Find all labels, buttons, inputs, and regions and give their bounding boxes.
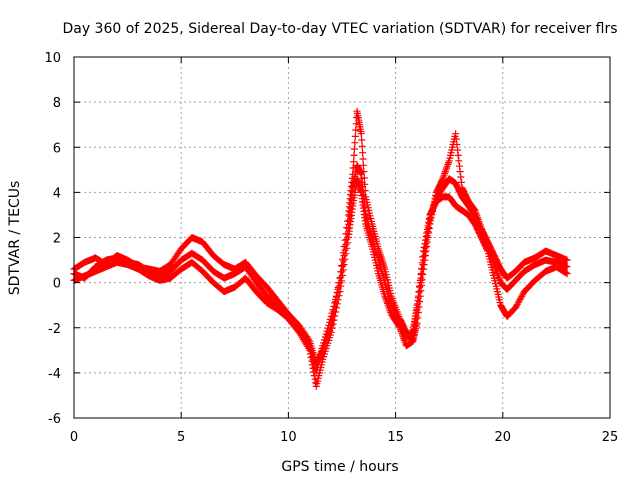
y-tick-label: 8 <box>53 96 61 111</box>
x-tick-label: 20 <box>495 430 512 445</box>
y-tick-label: -2 <box>48 322 61 337</box>
x-tick-label: 10 <box>280 430 297 445</box>
x-tick-label: 25 <box>602 430 619 445</box>
x-axis-title: GPS time / hours <box>281 459 398 475</box>
y-axis-title: SDTVAR / TECUs <box>7 181 23 296</box>
ticks-layer: 0 5 10 15 20 25 -6 -4 -2 0 2 4 6 8 10 <box>44 51 618 445</box>
y-tick-label: 2 <box>53 232 61 247</box>
y-tick-label: 6 <box>53 141 61 156</box>
plus-markers <box>70 161 571 377</box>
y-tick-label: 0 <box>53 277 61 292</box>
grid-layer <box>74 57 610 418</box>
y-tick-label: -6 <box>48 412 61 427</box>
y-tick-label: -4 <box>48 367 61 382</box>
chart-title: Day 360 of 2025, Sidereal Day-to-day VTE… <box>62 21 617 37</box>
x-tick-label: 0 <box>70 430 78 445</box>
data-marks-layer <box>70 107 571 390</box>
series-track-3 <box>70 161 571 377</box>
x-tick-label: 5 <box>177 430 185 445</box>
y-tick-label: 10 <box>44 51 61 66</box>
x-tick-label: 15 <box>387 430 404 445</box>
y-tick-label: 4 <box>53 186 61 201</box>
